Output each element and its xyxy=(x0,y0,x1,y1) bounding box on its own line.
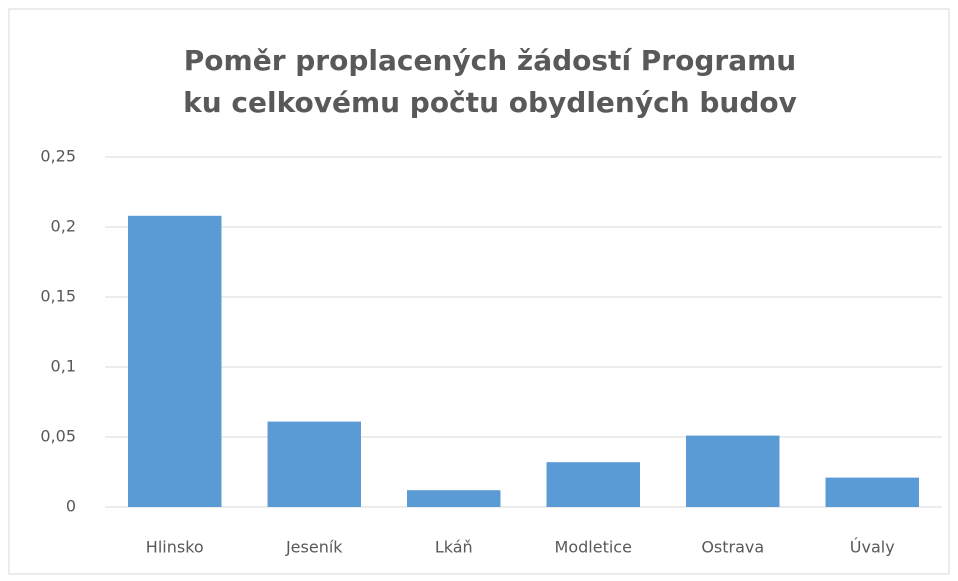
bar xyxy=(686,435,780,507)
y-tick-label: 0 xyxy=(66,497,76,516)
chart-title: Poměr proplacených žádostí Programu xyxy=(184,44,796,77)
x-tick-label: Lkáň xyxy=(435,538,473,557)
x-tick-label: Hlinsko xyxy=(146,538,204,557)
x-tick-label: Ostrava xyxy=(701,538,764,557)
x-tick-label: Modletice xyxy=(555,538,632,557)
y-tick-label: 0,1 xyxy=(51,357,76,376)
bar xyxy=(128,215,222,508)
bar xyxy=(267,421,361,507)
chart-title: ku celkovému počtu obydlených budov xyxy=(183,86,797,119)
y-tick-label: 0,05 xyxy=(40,427,76,446)
bar xyxy=(546,462,640,507)
y-tick-label: 0,25 xyxy=(40,147,76,166)
x-tick-label: Jeseník xyxy=(285,538,343,557)
y-tick-label: 0,2 xyxy=(51,217,76,236)
bar xyxy=(407,490,501,507)
x-tick-label: Úvaly xyxy=(850,538,895,557)
y-tick-label: 0,15 xyxy=(40,287,76,306)
bar xyxy=(825,477,919,507)
